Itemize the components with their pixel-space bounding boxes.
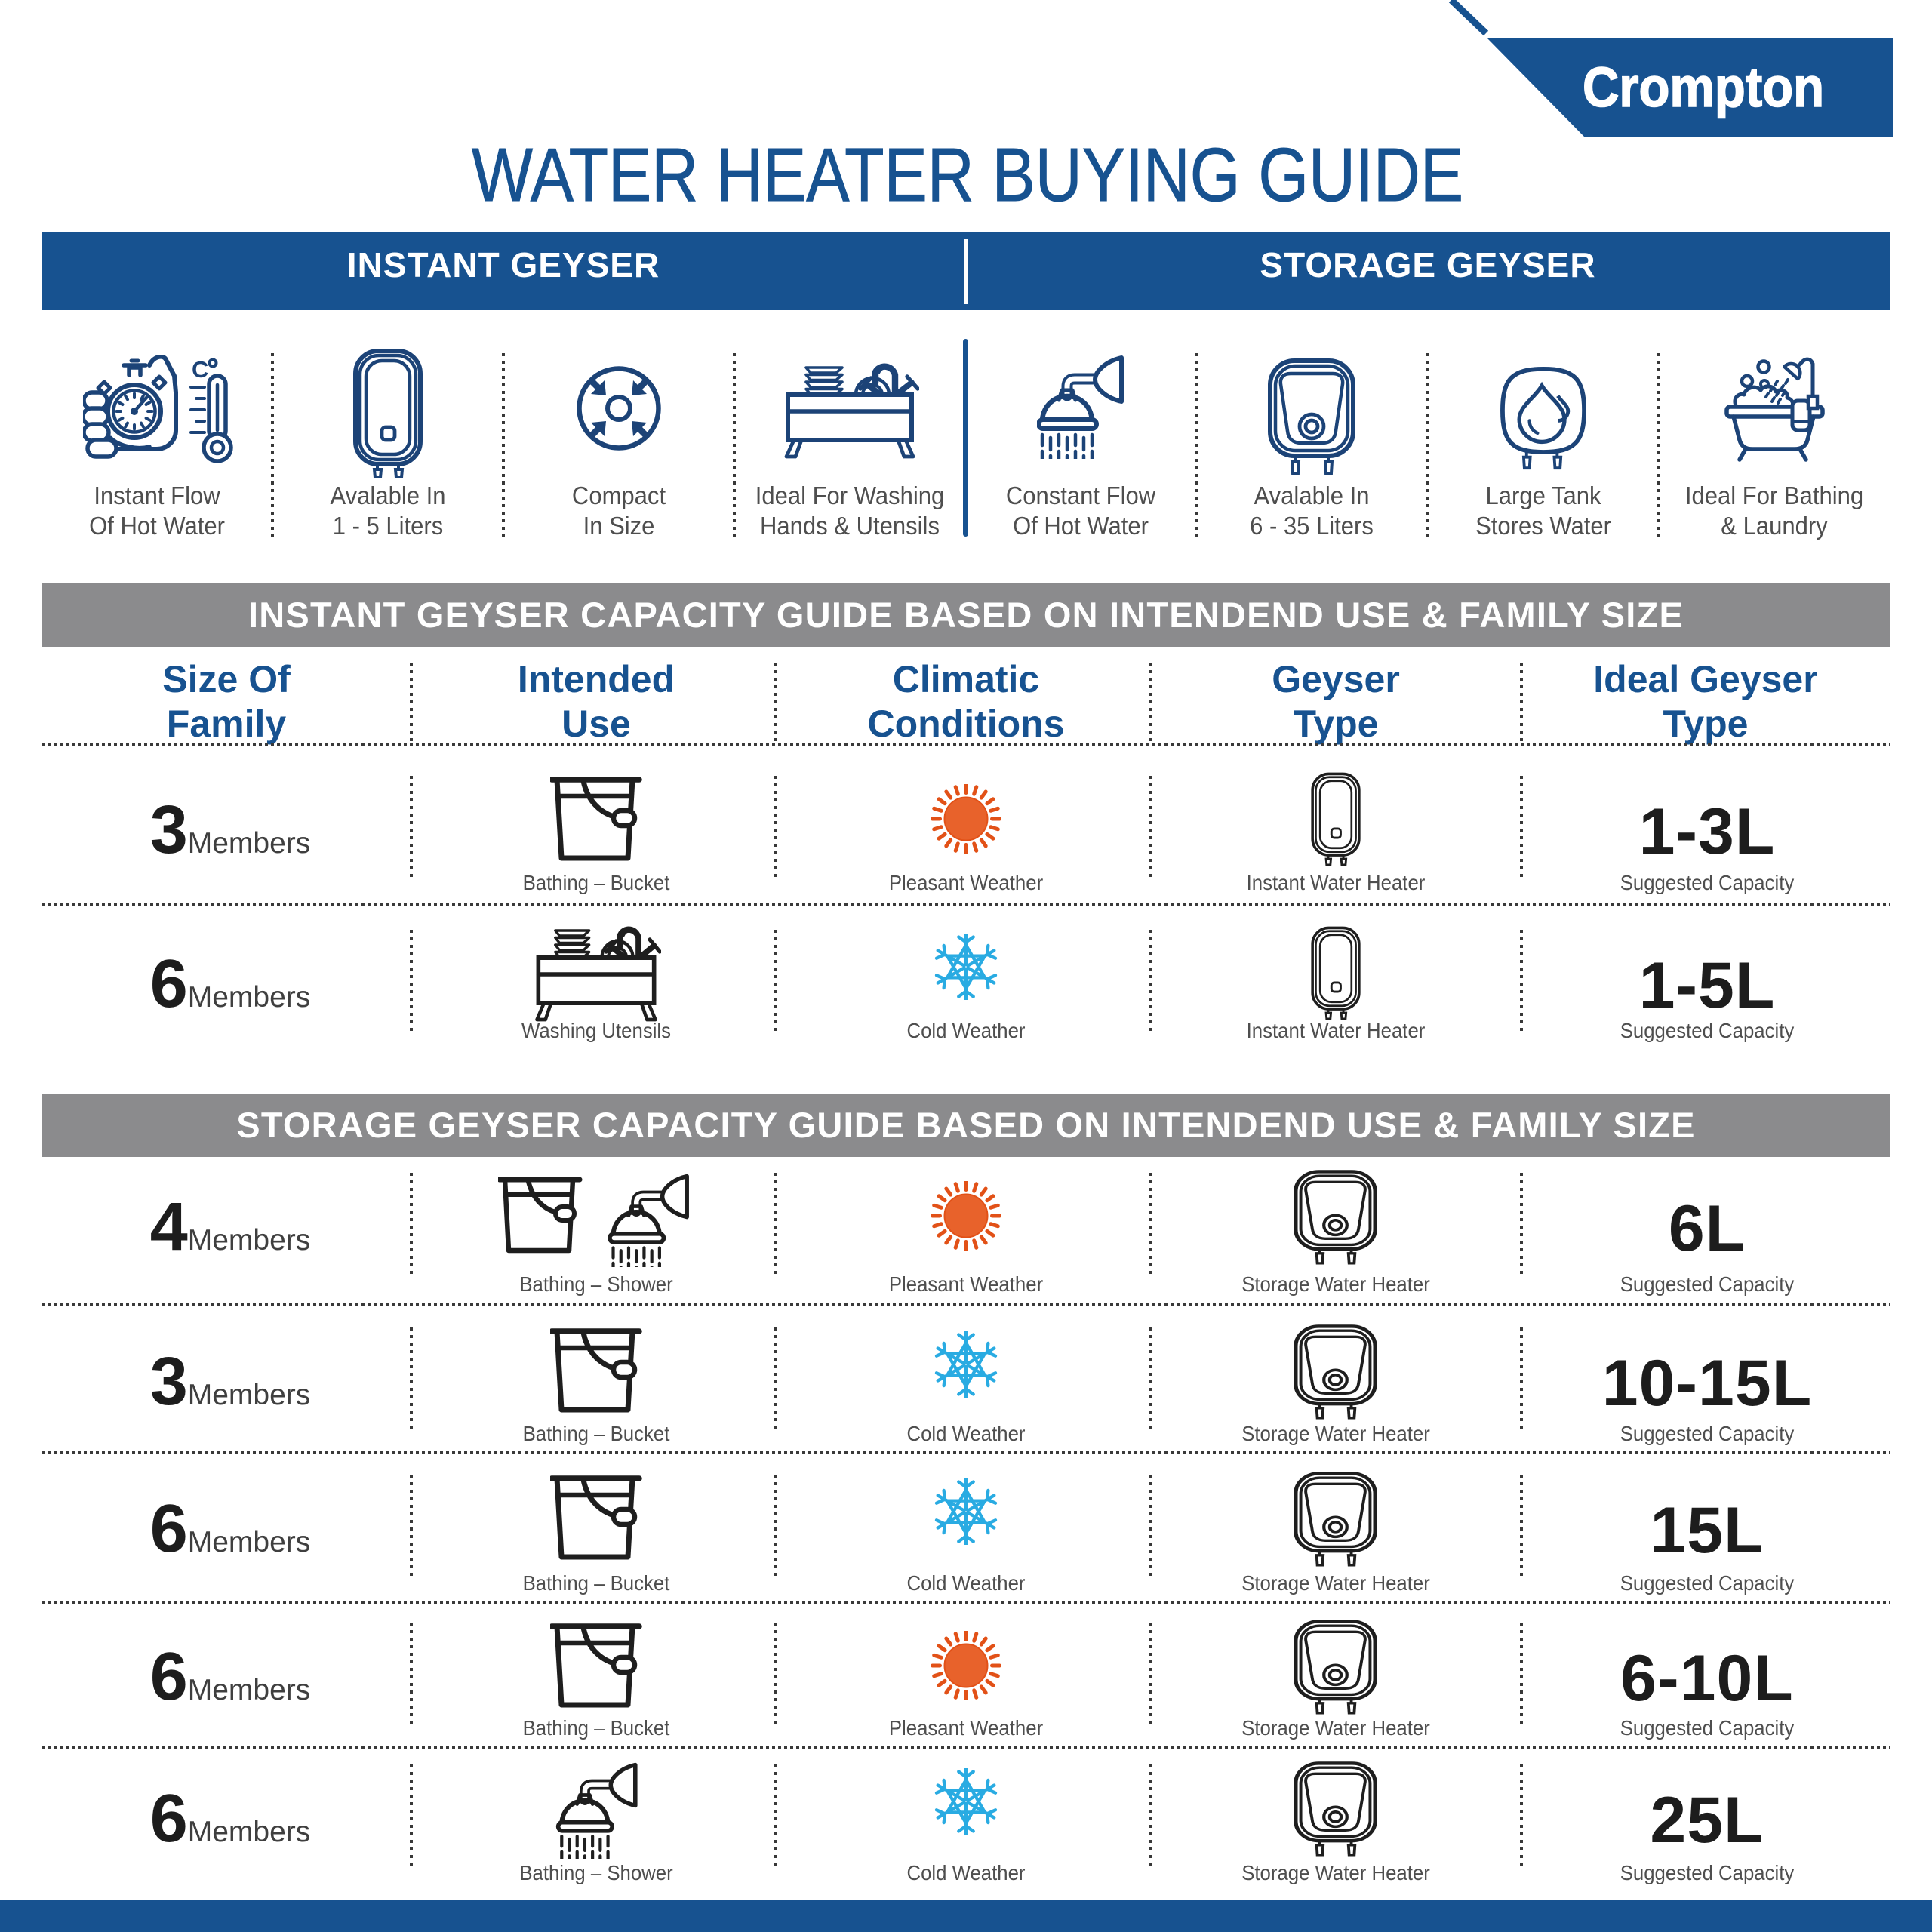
svg-text:C: C [192, 356, 208, 383]
svg-text:Crompton: Crompton [1583, 56, 1824, 118]
